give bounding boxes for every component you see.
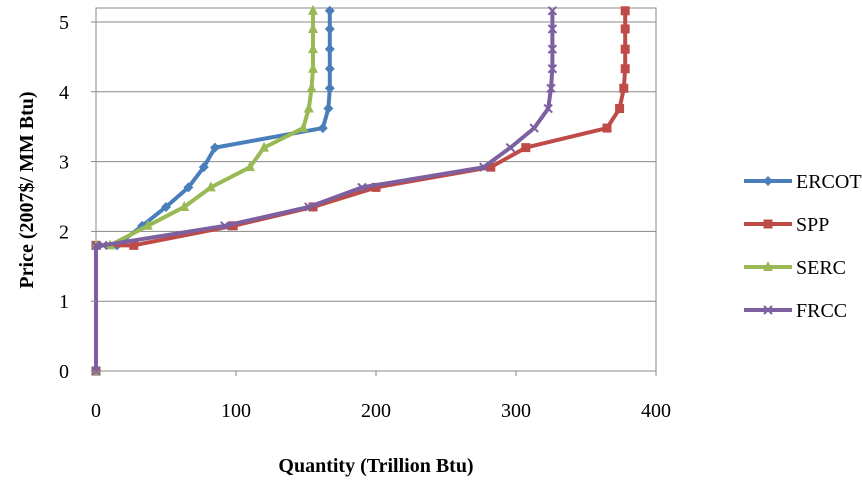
y-tick-label: 2 — [59, 221, 69, 243]
series-line-frcc — [94, 10, 555, 371]
data-point-ercot — [317, 123, 328, 134]
data-point-frcc — [547, 6, 558, 16]
data-point-ercot — [198, 162, 209, 173]
data-point-serc — [179, 200, 190, 211]
legend-marker-serc — [763, 261, 773, 271]
data-point-frcc — [505, 142, 516, 153]
data-point-spp — [620, 44, 630, 54]
series-spp — [91, 6, 630, 376]
legend-marker-frcc — [763, 305, 773, 315]
series-serc — [91, 4, 318, 375]
data-point-spp — [371, 182, 381, 192]
data-point-spp — [486, 162, 496, 172]
data-point-ercot — [324, 23, 335, 34]
data-point-spp — [521, 143, 531, 153]
data-point-spp — [619, 83, 629, 93]
series-layer — [91, 4, 630, 376]
x-tick-label: 200 — [361, 400, 391, 422]
series-frcc — [91, 6, 558, 376]
data-point-serc — [245, 161, 255, 172]
legend: ERCOT SPP SERC FRCC — [744, 171, 862, 322]
data-point-serc — [205, 181, 216, 192]
data-point-serc — [259, 141, 269, 152]
data-point-ercot — [161, 201, 171, 212]
y-axis-title: Price (2007$/ MM Btu) — [16, 91, 38, 288]
x-tick-label: 300 — [501, 400, 531, 422]
y-tick-label: 3 — [59, 152, 69, 174]
legend-label-spp: SPP — [796, 214, 829, 236]
data-point-frcc — [547, 64, 558, 74]
data-point-frcc — [304, 202, 314, 212]
data-point-ercot — [324, 63, 335, 74]
legend-item-ercot: ERCOT — [744, 171, 862, 193]
x-axis-title: Quantity (Trillion Btu) — [278, 455, 473, 477]
data-point-ercot — [324, 44, 335, 55]
data-point-serc — [308, 22, 318, 33]
data-point-frcc — [546, 83, 556, 93]
series-line-serc — [94, 10, 315, 371]
data-point-ercot — [323, 103, 334, 114]
y-axis-ticks: 0 1 2 3 4 5 — [59, 12, 96, 383]
data-point-spp — [620, 64, 630, 74]
data-point-spp — [129, 240, 139, 250]
data-point-spp — [620, 24, 630, 34]
data-point-serc — [142, 219, 153, 230]
data-point-ercot — [210, 142, 220, 153]
series-line-spp — [94, 10, 628, 371]
legend-marker-ercot — [763, 176, 773, 186]
data-point-frcc — [220, 221, 230, 231]
data-point-serc — [303, 102, 314, 113]
data-point-frcc — [543, 103, 553, 114]
y-tick-label: 5 — [59, 12, 69, 34]
data-point-frcc — [91, 240, 101, 251]
data-point-frcc — [547, 24, 558, 34]
legend-item-spp: SPP — [744, 214, 829, 236]
x-tick-label: 0 — [91, 400, 101, 422]
y-tick-label: 0 — [59, 361, 69, 383]
x-tick-label: 400 — [641, 400, 671, 422]
y-tick-label: 1 — [59, 291, 69, 313]
data-point-frcc — [98, 240, 108, 251]
legend-label-serc: SERC — [796, 257, 846, 279]
data-point-ercot — [324, 83, 335, 94]
legend-item-frcc: FRCC — [744, 300, 847, 322]
data-point-frcc — [529, 123, 539, 133]
data-point-spp — [615, 104, 625, 114]
data-point-serc — [298, 122, 309, 133]
data-point-serc — [306, 82, 317, 93]
data-point-serc — [308, 43, 318, 54]
data-point-ercot — [324, 5, 335, 16]
data-point-frcc — [357, 182, 367, 193]
legend-marker-spp — [763, 219, 773, 229]
data-point-spp — [602, 123, 612, 133]
x-axis-ticks: 0 100 200 300 400 — [91, 371, 671, 422]
y-tick-label: 4 — [59, 82, 69, 104]
data-point-serc — [308, 4, 318, 15]
data-point-serc — [308, 62, 318, 73]
data-point-ercot — [183, 182, 194, 193]
legend-label-frcc: FRCC — [796, 300, 847, 322]
legend-item-serc: SERC — [744, 257, 846, 279]
x-tick-label: 100 — [221, 400, 251, 422]
data-point-frcc — [479, 162, 489, 172]
legend-label-ercot: ERCOT — [796, 171, 862, 193]
data-point-frcc — [547, 44, 558, 54]
data-point-spp — [620, 6, 630, 16]
